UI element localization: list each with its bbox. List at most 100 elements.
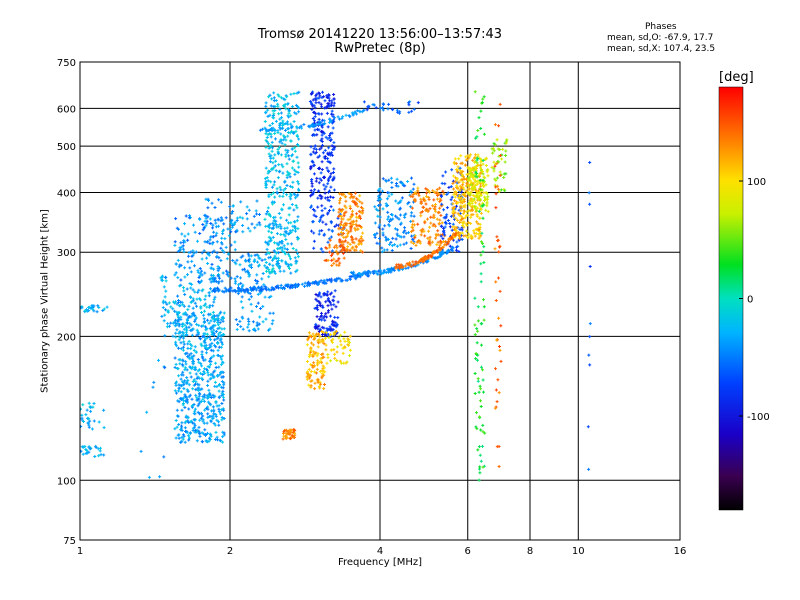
data-point (348, 222, 352, 225)
data-point (263, 120, 267, 123)
data-point (189, 286, 193, 290)
data-point (403, 226, 407, 230)
data-point (251, 287, 255, 291)
data-point (350, 220, 354, 224)
data-point (439, 234, 443, 238)
data-point (441, 250, 445, 254)
data-point (321, 250, 325, 254)
data-point (475, 208, 478, 212)
data-point (342, 236, 346, 239)
data-point (234, 262, 238, 266)
data-point (204, 325, 207, 329)
data-point (309, 346, 313, 350)
data-point (209, 319, 213, 323)
data-point (213, 295, 217, 299)
data-point (353, 226, 357, 230)
data-point (176, 399, 180, 403)
data-point (464, 155, 468, 159)
data-point (399, 235, 403, 239)
data-point (285, 184, 289, 187)
data-point (207, 294, 211, 298)
data-point (233, 240, 237, 244)
data-point (329, 254, 333, 258)
data-point (215, 240, 219, 244)
data-point (273, 109, 277, 112)
data-point (234, 289, 237, 293)
data-point (256, 327, 260, 331)
data-point (329, 303, 333, 307)
data-point (312, 213, 316, 217)
data-point (290, 203, 294, 206)
data-point (320, 133, 324, 137)
data-point (458, 221, 462, 224)
data-point (215, 255, 219, 259)
data-point (455, 170, 459, 174)
data-point (264, 317, 268, 321)
data-point (328, 250, 332, 254)
data-point (182, 342, 186, 346)
data-point (205, 336, 209, 340)
data-point (190, 333, 194, 337)
data-point (286, 252, 290, 256)
data-point (434, 249, 438, 253)
data-point (376, 209, 380, 212)
data-point (286, 149, 290, 153)
data-point (218, 276, 221, 280)
data-point (267, 295, 271, 299)
data-point (464, 189, 468, 193)
phase-stats-title: Phases (645, 22, 677, 32)
data-point (461, 180, 465, 184)
data-point (314, 179, 318, 183)
data-point (213, 394, 217, 398)
data-point (470, 200, 474, 204)
data-point (426, 209, 430, 213)
data-point (182, 304, 186, 308)
data-point (371, 270, 375, 274)
data-point (468, 193, 472, 197)
data-point (288, 131, 292, 135)
data-point (87, 445, 91, 449)
data-point (215, 404, 219, 408)
data-point (267, 213, 271, 217)
data-point (247, 208, 251, 212)
data-point (190, 254, 194, 258)
data-point (498, 345, 501, 348)
data-point (252, 214, 256, 218)
data-point (221, 342, 224, 346)
data-point (271, 122, 275, 125)
data-point (216, 341, 220, 345)
data-point (463, 203, 467, 207)
data-point (322, 292, 326, 296)
data-point (209, 266, 213, 270)
data-point (313, 144, 317, 148)
data-point (200, 269, 204, 273)
data-point (481, 465, 485, 469)
data-point (279, 153, 283, 157)
data-point (346, 245, 350, 249)
data-point (81, 403, 85, 407)
data-point (273, 254, 277, 258)
data-point (396, 228, 399, 232)
data-point (411, 260, 415, 264)
data-point (208, 365, 211, 369)
data-point (477, 116, 481, 120)
data-point (469, 222, 473, 225)
data-point (322, 387, 326, 391)
data-point (319, 247, 323, 251)
data-point (445, 206, 449, 210)
data-point (309, 153, 313, 157)
data-point (182, 331, 185, 335)
data-point (315, 361, 319, 365)
data-point (196, 358, 200, 361)
data-point (486, 210, 490, 214)
data-point (314, 101, 318, 105)
data-point (384, 271, 388, 274)
data-point (281, 171, 285, 175)
data-point (482, 245, 486, 249)
data-point (289, 230, 293, 234)
phase-stats-x-mode: mean, sd,X: 107.4, 23.5 (607, 44, 716, 54)
y-tick-label: 600 (57, 104, 76, 115)
data-point (180, 424, 183, 428)
data-point (193, 345, 197, 349)
data-point (180, 435, 184, 439)
